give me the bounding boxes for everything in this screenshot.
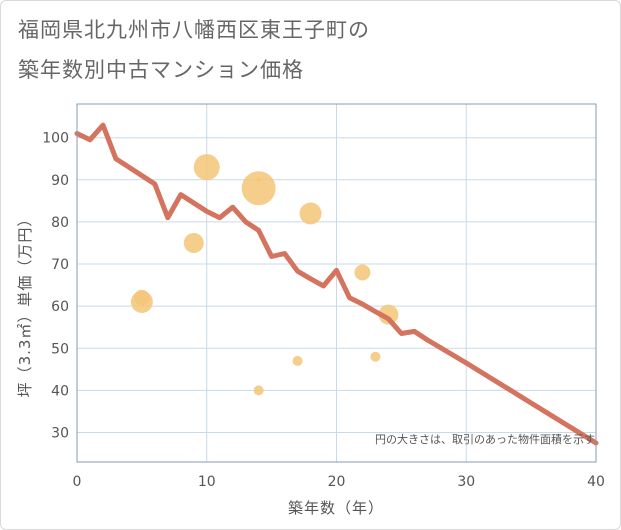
- bubble-point: [183, 232, 204, 253]
- y-tick-label: 30: [51, 426, 69, 442]
- bubble-point: [378, 304, 399, 325]
- x-axis-label: 築年数（年）: [288, 499, 384, 517]
- y-tick-label: 80: [51, 215, 69, 231]
- chart-title-line-1: 福岡県北九州市八幡西区東王子町の: [18, 18, 370, 42]
- axis-layer: 30 40 50 60 70 80 90 100 0 10 20 30 40: [42, 103, 605, 490]
- bubble-point: [253, 385, 264, 396]
- line-layer: [74, 122, 599, 446]
- bubble-point: [256, 177, 261, 182]
- x-tick-label: 20: [328, 474, 346, 490]
- y-tick-label: 90: [51, 173, 69, 189]
- x-tick-label: 30: [457, 474, 475, 490]
- bubble-point: [354, 264, 371, 281]
- bubble-point: [292, 355, 303, 366]
- bubble-size-note: 円の大きさは、取引のあった物件面積を示す: [375, 432, 595, 446]
- x-tick-label: 0: [73, 474, 82, 490]
- grid-layer: [76, 104, 597, 462]
- bubble-point: [370, 351, 381, 362]
- chart-title-line-2: 築年数別中古マンション価格: [18, 58, 304, 82]
- y-tick-label: 100: [42, 131, 69, 147]
- plot-border: [76, 103, 597, 463]
- bubble-point: [299, 202, 322, 225]
- bubble-point: [133, 289, 150, 306]
- bubble-layer: [130, 154, 399, 396]
- y-axis-label: 坪（3.3㎡）単価（万円）: [16, 211, 34, 398]
- y-tick-label: 60: [51, 299, 69, 315]
- y-tick-label: 70: [51, 257, 69, 273]
- bubble-point: [193, 154, 220, 181]
- price-trend-line: [74, 122, 599, 446]
- x-tick-label: 40: [587, 474, 605, 490]
- y-tick-label: 50: [51, 341, 69, 357]
- y-tick-label: 40: [51, 383, 69, 399]
- bubble-point: [241, 171, 276, 206]
- x-tick-label: 10: [198, 474, 216, 490]
